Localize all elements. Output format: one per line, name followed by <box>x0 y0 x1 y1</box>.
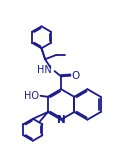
Text: HN: HN <box>37 65 52 75</box>
Text: O: O <box>71 71 80 81</box>
Text: HO: HO <box>24 91 39 101</box>
Text: N: N <box>57 115 65 125</box>
